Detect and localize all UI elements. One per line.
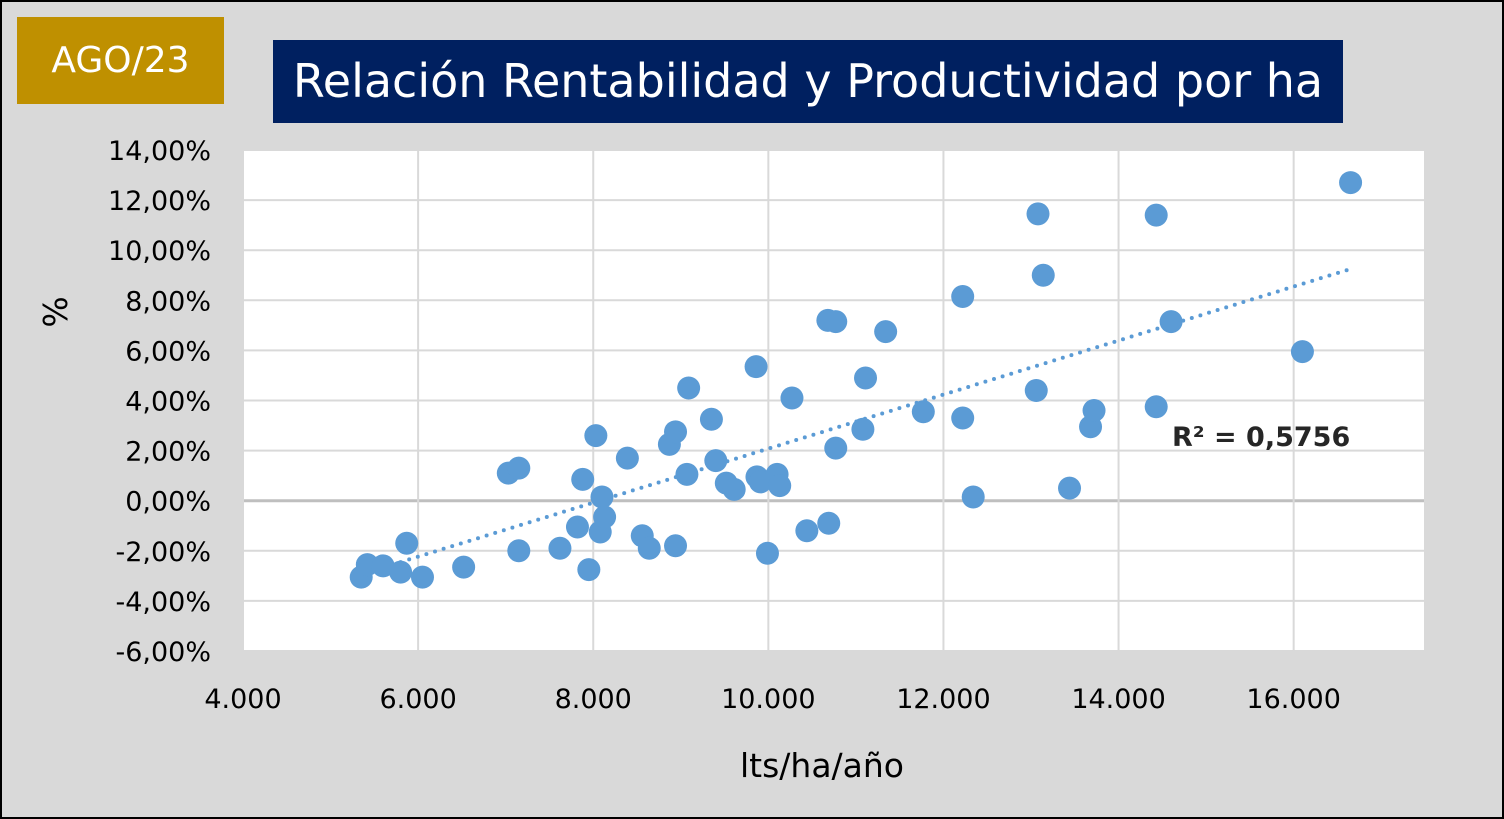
x-tick-label: 8.000 bbox=[555, 684, 632, 715]
data-point bbox=[1339, 171, 1363, 195]
data-point bbox=[1290, 340, 1314, 364]
x-tick-label: 12.000 bbox=[896, 684, 990, 715]
data-point bbox=[951, 406, 975, 430]
data-point bbox=[548, 536, 572, 560]
y-tick-label: 6,00% bbox=[125, 336, 211, 367]
data-point bbox=[577, 558, 601, 582]
data-point bbox=[410, 565, 434, 589]
x-axis-title: lts/ha/año bbox=[740, 746, 904, 785]
data-point bbox=[951, 285, 975, 309]
data-point bbox=[817, 511, 841, 535]
y-tick-label: 14,00% bbox=[108, 136, 211, 167]
data-point bbox=[615, 446, 639, 470]
data-point bbox=[768, 474, 792, 498]
y-tick-label: 0,00% bbox=[125, 487, 211, 518]
chart-title: Relación Rentabilidad y Productividad po… bbox=[273, 40, 1343, 123]
data-point bbox=[1058, 476, 1082, 500]
data-point bbox=[704, 449, 728, 473]
data-point bbox=[1159, 310, 1183, 334]
data-point bbox=[874, 320, 898, 344]
data-point bbox=[593, 505, 617, 529]
data-point bbox=[744, 355, 768, 379]
y-tick-label: -6,00% bbox=[115, 637, 211, 668]
data-point bbox=[1031, 263, 1055, 287]
data-point bbox=[452, 555, 476, 579]
data-point bbox=[371, 554, 395, 578]
data-point bbox=[961, 485, 985, 509]
data-point bbox=[780, 386, 804, 410]
data-point bbox=[854, 366, 878, 390]
data-point bbox=[824, 436, 848, 460]
data-point bbox=[677, 376, 701, 400]
data-point bbox=[1144, 395, 1168, 419]
data-point bbox=[590, 485, 614, 509]
x-tick-label: 6.000 bbox=[379, 684, 456, 715]
data-point bbox=[507, 539, 531, 563]
y-tick-label: 12,00% bbox=[108, 186, 211, 217]
data-point bbox=[389, 560, 413, 584]
data-point bbox=[824, 310, 848, 334]
data-point bbox=[851, 417, 875, 441]
data-point bbox=[395, 531, 419, 555]
data-point bbox=[584, 424, 608, 448]
y-axis-title: % bbox=[36, 296, 75, 327]
y-tick-label: 10,00% bbox=[108, 236, 211, 267]
x-tick-label: 4.000 bbox=[204, 684, 281, 715]
data-point bbox=[795, 519, 819, 543]
data-point bbox=[699, 407, 723, 431]
data-point bbox=[675, 462, 699, 486]
data-point bbox=[911, 400, 935, 424]
y-tick-label: 8,00% bbox=[125, 286, 211, 317]
trendline bbox=[398, 266, 1353, 565]
data-point bbox=[755, 541, 779, 565]
data-point bbox=[571, 467, 595, 491]
y-axis-ticks: 14,00% 12,00% 10,00% 8,00% 6,00% 4,00% 2,00% 0,… bbox=[108, 136, 211, 668]
data-points bbox=[349, 171, 1363, 589]
y-tick-label: 4,00% bbox=[125, 387, 211, 418]
data-point bbox=[637, 536, 661, 560]
r-squared-label: R² = 0,5756 bbox=[1172, 422, 1350, 453]
period-badge: AGO/23 bbox=[17, 17, 224, 104]
gridlines bbox=[242, 149, 1426, 652]
y-tick-label: -4,00% bbox=[115, 587, 211, 618]
data-point bbox=[1144, 203, 1168, 227]
x-tick-label: 10.000 bbox=[721, 684, 815, 715]
data-point bbox=[507, 456, 531, 480]
x-axis-ticks: 4.000 6.000 8.000 10.000 12.000 14.000 16.000 bbox=[204, 684, 1341, 715]
y-tick-label: -2,00% bbox=[115, 537, 211, 568]
data-point bbox=[664, 534, 688, 558]
data-point bbox=[565, 515, 589, 539]
data-point bbox=[1026, 202, 1050, 226]
data-point bbox=[722, 477, 746, 501]
data-point bbox=[664, 420, 688, 444]
x-tick-label: 14.000 bbox=[1071, 684, 1165, 715]
y-tick-label: 2,00% bbox=[125, 437, 211, 468]
data-point bbox=[1024, 378, 1048, 402]
x-tick-label: 16.000 bbox=[1246, 684, 1340, 715]
data-point bbox=[1082, 399, 1106, 423]
